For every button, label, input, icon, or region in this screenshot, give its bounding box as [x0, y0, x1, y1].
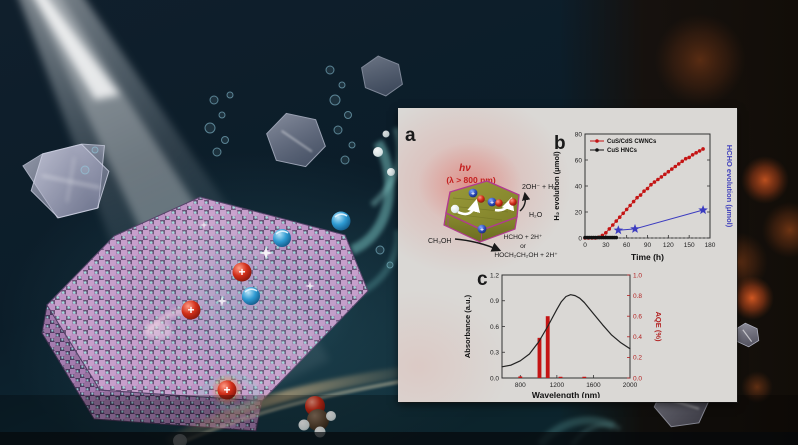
svg-text:1200: 1200 [550, 382, 565, 389]
panel-c-label: c [477, 269, 488, 290]
svg-text:CuS/CdS CWNCs: CuS/CdS CWNCs [607, 139, 657, 145]
svg-text:HCHO evolution (μmol): HCHO evolution (μmol) [725, 145, 734, 228]
svg-text:0.2: 0.2 [633, 355, 642, 362]
svg-text:0.4: 0.4 [633, 334, 642, 341]
svg-text:120: 120 [663, 242, 674, 249]
svg-text:0.0: 0.0 [490, 375, 499, 382]
series-cus-hncs [583, 235, 619, 240]
svg-text:0.8: 0.8 [633, 293, 642, 300]
svg-text:0.6: 0.6 [633, 314, 642, 321]
svg-text:0.3: 0.3 [490, 350, 499, 357]
chart-b-h2-evolution: 0 30 60 90 120 150 180 0 20 40 60 80 Time (h) H₂ evol… [552, 131, 734, 262]
svg-text:CuS HNCs: CuS HNCs [607, 148, 638, 154]
charge-carriers: + + + [181, 211, 351, 406]
bottom-edge [0, 432, 798, 445]
series-cus-cds-cwncs [583, 147, 705, 240]
svg-text:0: 0 [583, 242, 587, 249]
chart-b-legend: CuS/CdS CWNCs CuS HNCs [590, 139, 657, 154]
svg-text:1.2: 1.2 [490, 272, 499, 279]
chart-c-absorbance-aqe: 800 1200 1600 20000.00.30.60.91.20.00.20.40… [463, 272, 663, 398]
svg-text:1.0: 1.0 [633, 272, 642, 279]
hole-plus-symbol: + [187, 303, 194, 317]
water-arrow [519, 191, 531, 212]
panel-a-label: a [405, 125, 416, 146]
svg-text:60: 60 [623, 242, 631, 249]
svg-text:Time (h): Time (h) [631, 252, 664, 262]
svg-text:0.9: 0.9 [490, 298, 499, 305]
svg-text:30: 30 [602, 242, 610, 249]
absorbance-curve [501, 294, 631, 368]
product-2-label: HOCH₂CH₂OH + 2H⁺ [494, 252, 558, 259]
svg-text:20: 20 [575, 209, 583, 216]
main-nanocrystal [41, 196, 369, 432]
methanol-label: CH₃OH [428, 238, 451, 245]
reaction-top-label: 2OH⁻ + H₂ [522, 184, 556, 191]
plus-symbol: + [480, 227, 484, 234]
hole-sphere: + [232, 262, 252, 282]
oxidation-arrow [454, 238, 502, 252]
svg-text:AQE (%): AQE (%) [654, 312, 663, 343]
svg-text:H₂ evolution (μmol): H₂ evolution (μmol) [552, 151, 561, 221]
chart-c-plot: 800 1200 1600 20000.00.30.60.91.20.00.20.40… [463, 272, 663, 398]
plus-symbol: + [471, 191, 475, 198]
svg-text:150: 150 [684, 242, 695, 249]
small-crystal-right-edge [734, 322, 760, 348]
cocatalyst-spheres: + + + [468, 188, 517, 234]
hole-plus-symbol: + [238, 265, 245, 279]
floating-crystal-large-left [22, 143, 110, 219]
svg-text:180: 180 [705, 242, 716, 249]
product-1-label: HCHO + 2H⁺ [504, 234, 543, 241]
svg-text:Wavelength (nm): Wavelength (nm) [532, 390, 600, 398]
svg-text:40: 40 [575, 183, 583, 190]
svg-text:800: 800 [515, 382, 526, 389]
svg-text:60: 60 [575, 157, 583, 164]
methanol-molecule [298, 396, 336, 438]
svg-text:0.6: 0.6 [490, 324, 499, 331]
hv-label: hν [459, 163, 471, 174]
svg-text:0.0: 0.0 [633, 375, 642, 382]
hole-sphere: + [211, 374, 243, 406]
svg-text:1600: 1600 [586, 382, 601, 389]
svg-text:Absorbance (a.u.): Absorbance (a.u.) [463, 294, 472, 358]
hydrogen-atom [298, 419, 310, 431]
sparkles [199, 220, 315, 307]
chart-b-plot: 0 30 60 90 120 150 180 0 20 40 60 80 Time (h) H₂ evol… [552, 131, 734, 262]
aqe-bars [518, 316, 587, 378]
carbon-atom [307, 409, 329, 431]
figure-panel: a b c hν [398, 108, 737, 402]
floating-crystal-top-far [361, 55, 403, 97]
svg-text:90: 90 [644, 242, 652, 249]
wavelength-condition-label: (λ > 800 nm) [446, 175, 496, 185]
hydrogen-atom [326, 411, 336, 421]
panel-b-label: b [554, 133, 566, 154]
or-label: or [520, 243, 527, 250]
svg-text:2000: 2000 [623, 382, 638, 389]
photon-sphere [450, 204, 460, 214]
plus-symbol: + [490, 200, 494, 207]
svg-text:0: 0 [578, 235, 582, 242]
svg-text:80: 80 [575, 131, 583, 138]
water-label: H₂O [529, 212, 543, 219]
floating-crystal-top-right [266, 112, 326, 168]
panel-a-diagram: hν (λ > 800 nm) + + + 2OH [418, 142, 558, 259]
hole-sphere: + [181, 300, 201, 320]
hole-plus-symbol: + [223, 383, 230, 397]
series-hcho [613, 205, 708, 235]
